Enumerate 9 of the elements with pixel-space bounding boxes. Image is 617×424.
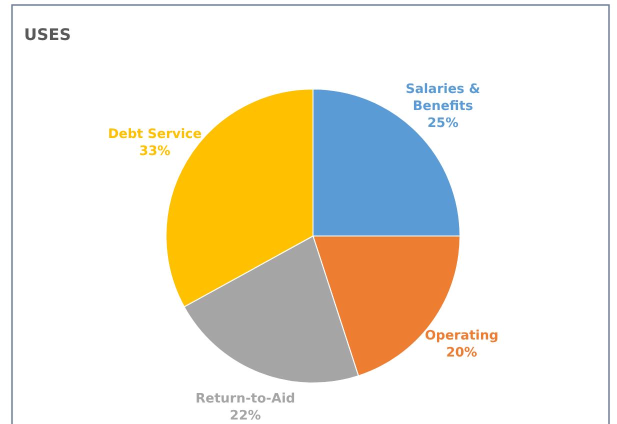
data-label: 25% [427, 116, 458, 131]
chart-title: USES [24, 25, 71, 44]
data-label: 22% [230, 408, 261, 423]
data-label: 20% [446, 345, 478, 360]
slice-label: Debt Service [108, 126, 202, 142]
slice-label: Salaries & Benefits [406, 82, 480, 114]
slice-label: Return-to-Aid [195, 390, 296, 406]
data-label: 33% [139, 144, 170, 159]
slice-label: Operating [424, 328, 498, 344]
